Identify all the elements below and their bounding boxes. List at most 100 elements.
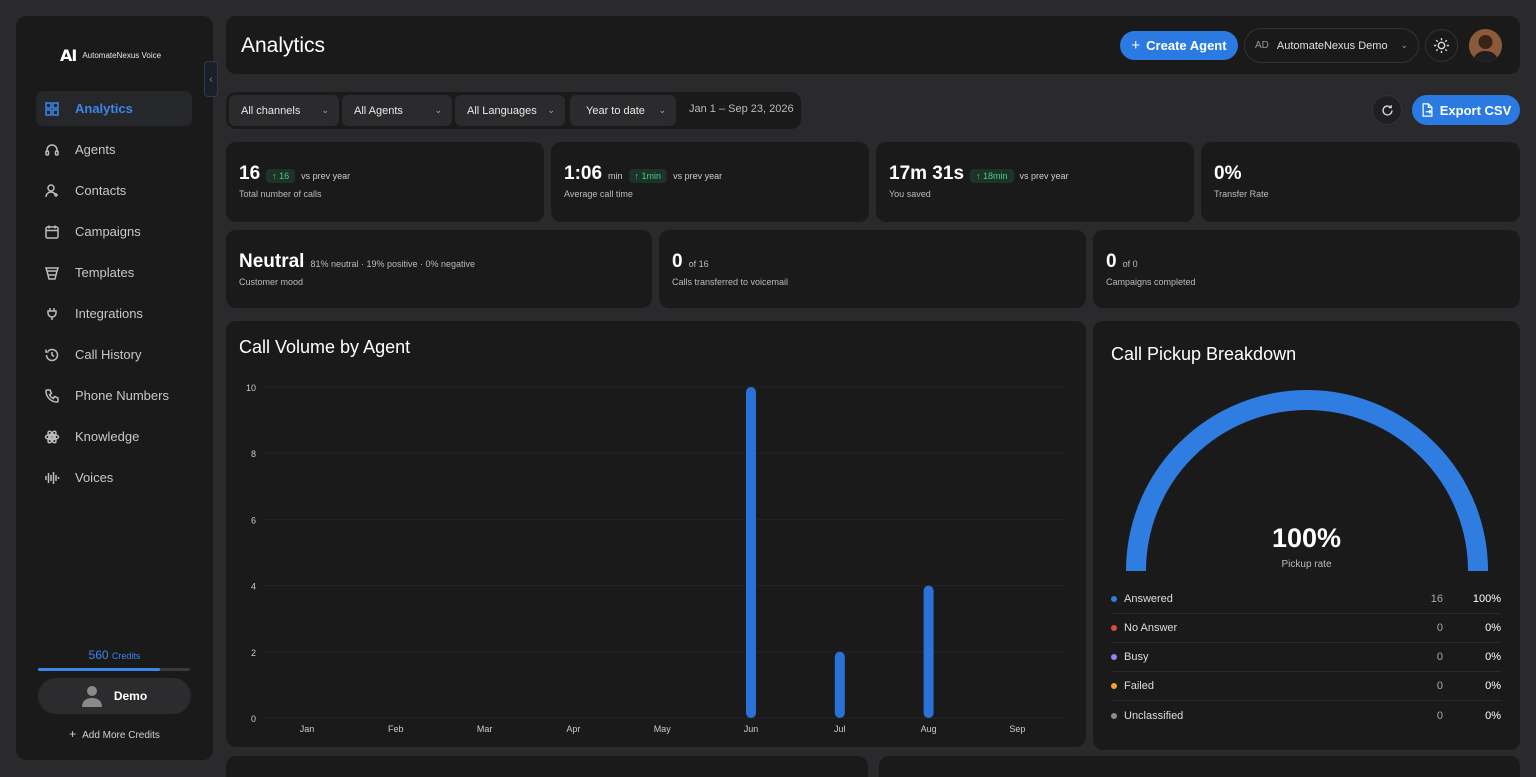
legend-percent: 0% xyxy=(1485,622,1501,634)
user-menu[interactable]: Demo xyxy=(38,678,191,714)
kpi-comparison: vs prev year xyxy=(673,171,723,181)
y-tick-label: 10 xyxy=(246,383,256,393)
chart-title: Call Volume by Agent xyxy=(239,337,411,357)
legend-dot xyxy=(1111,654,1117,660)
pickup-gauge xyxy=(1126,390,1488,572)
create-agent-button[interactable]: + Create Agent xyxy=(1120,31,1238,60)
kpi-delta-badge: ↑ 16 xyxy=(266,169,296,183)
add-credits-link[interactable]: + Add More Credits xyxy=(16,727,213,741)
bottom-card-right xyxy=(879,756,1520,777)
sidebar-item-knowledge[interactable]: Knowledge xyxy=(36,419,192,454)
add-credits-label: Add More Credits xyxy=(82,730,160,741)
kpi-time-saved: 17m 31s ↑ 18min vs prev year You saved xyxy=(876,142,1194,222)
sidebar-item-phone-numbers[interactable]: Phone Numbers xyxy=(36,378,192,413)
kpi-value: 17m 31s xyxy=(889,163,965,184)
sidebar-item-analytics[interactable]: Analytics xyxy=(36,91,192,126)
atom-icon xyxy=(44,429,60,444)
refresh-icon xyxy=(1381,104,1393,116)
sidebar-item-campaigns[interactable]: Campaigns xyxy=(36,214,192,249)
kpi-unit: min xyxy=(608,171,623,181)
pickup-rate-label: Pickup rate xyxy=(1281,559,1332,570)
sidebar-item-label: Contacts xyxy=(75,183,127,198)
export-csv-button[interactable]: Export CSV xyxy=(1412,95,1520,125)
person-avatar-icon xyxy=(1469,29,1502,62)
bar-jun[interactable] xyxy=(746,387,756,718)
bar-aug[interactable] xyxy=(923,585,934,718)
x-tick-label: May xyxy=(654,724,672,734)
sidebar-item-label: Agents xyxy=(75,142,116,157)
channel-filter[interactable]: All channels ⌄ xyxy=(229,95,339,126)
period-filter[interactable]: Year to date ⌄ xyxy=(570,95,676,126)
bottom-card-left xyxy=(226,756,868,777)
sidebar-item-contacts[interactable]: Contacts xyxy=(36,173,192,208)
sidebar-item-voices[interactable]: Voices xyxy=(36,460,192,495)
profile-avatar[interactable] xyxy=(1469,29,1502,62)
filter-bar: All channels ⌄ All Agents ⌄ All Languages ⌄… xyxy=(226,92,801,129)
period-filter-value: Year to date xyxy=(586,104,645,117)
sidebar-item-label: Integrations xyxy=(75,306,143,321)
sidebar-item-agents[interactable]: Agents xyxy=(36,132,192,167)
kpi-comparison: vs prev year xyxy=(1019,171,1069,181)
legend-count: 0 xyxy=(1436,622,1443,634)
collapse-sidebar-button[interactable]: ‹ xyxy=(204,61,218,97)
date-range: Jan 1 – Sep 23, 2026 xyxy=(689,103,794,115)
gauge-fill xyxy=(1126,390,1488,572)
legend-label: Busy xyxy=(1124,651,1149,663)
phone-icon xyxy=(45,388,59,403)
kpi-breakdown: 81% neutral · 19% positive · 0% negative xyxy=(310,259,476,269)
x-tick-label: Feb xyxy=(388,724,404,734)
kpi-value: 0 xyxy=(1106,251,1117,272)
x-tick-label: Apr xyxy=(566,724,580,734)
sidebar-item-call-history[interactable]: Call History xyxy=(36,337,192,372)
kpi-delta-badge: ↑ 18min xyxy=(970,169,1014,183)
organization-select[interactable]: AD AutomateNexus Demo ⌄ xyxy=(1244,28,1419,63)
brand-logo[interactable]: AI AutomateNexus Voice xyxy=(60,46,161,65)
chevron-left-icon: ‹ xyxy=(209,73,213,85)
legend-count: 0 xyxy=(1436,680,1443,692)
create-agent-label: Create Agent xyxy=(1146,38,1227,53)
refresh-button[interactable] xyxy=(1372,95,1402,125)
legend-percent: 0% xyxy=(1485,680,1501,692)
chevron-down-icon: ⌄ xyxy=(658,105,666,115)
kpi-total: of 16 xyxy=(688,259,709,269)
legend-count: 16 xyxy=(1430,593,1443,605)
chevron-down-icon: ⌄ xyxy=(547,105,555,115)
agent-filter-value: All Agents xyxy=(354,104,403,117)
kpi-label: Total number of calls xyxy=(239,189,322,199)
theme-toggle-button[interactable] xyxy=(1425,29,1458,62)
chevron-down-icon: ⌄ xyxy=(321,105,329,115)
user-avatar-icon xyxy=(81,686,102,707)
language-filter[interactable]: All Languages ⌄ xyxy=(455,95,565,126)
legend-label: Unclassified xyxy=(1124,709,1184,722)
layers-icon xyxy=(44,266,60,280)
agent-filter[interactable]: All Agents ⌄ xyxy=(342,95,452,126)
kpi-label: Calls transferred to voicemail xyxy=(672,277,789,287)
sidebar-item-label: Campaigns xyxy=(75,224,141,239)
grid-icon xyxy=(45,101,59,116)
pickup-rate-value: 100% xyxy=(1271,523,1342,553)
legend-dot xyxy=(1111,596,1117,602)
pickup-title: Call Pickup Breakdown xyxy=(1111,344,1297,364)
user-name: Demo xyxy=(113,689,148,703)
x-tick-label: Sep xyxy=(1009,724,1025,734)
legend-percent: 0% xyxy=(1485,651,1501,663)
kpi-value: Neutral xyxy=(239,251,305,272)
call-volume-card: Call Volume by Agent 0 2 4 6 8 10 Jan Feb Mar Apr… xyxy=(226,321,1086,747)
kpi-voicemail-transfers: 0 of 16 Calls transferred to voicemail xyxy=(659,230,1086,308)
x-tick-label: Jul xyxy=(834,724,846,734)
legend-dot xyxy=(1111,712,1117,719)
page-title: Analytics xyxy=(241,34,326,57)
sidebar-nav: Analytics Agents Contacts Campaigns Temp… xyxy=(36,91,192,501)
org-name: AutomateNexus Demo xyxy=(1276,39,1388,52)
sidebar-item-templates[interactable]: Templates xyxy=(36,255,192,290)
kpi-transfer-rate: 0% Transfer Rate xyxy=(1201,142,1520,222)
sidebar-item-integrations[interactable]: Integrations xyxy=(36,296,192,331)
bar-jul[interactable] xyxy=(834,651,845,718)
sun-icon xyxy=(1434,38,1449,53)
y-tick-label: 8 xyxy=(251,449,256,459)
credits-progress xyxy=(38,668,190,671)
pickup-row-unclassified: Unclassified 0 0% xyxy=(1111,701,1501,730)
kpi-label: Average call time xyxy=(564,189,633,199)
kpi-value: 0% xyxy=(1214,163,1242,184)
kpi-customer-mood: Neutral 81% neutral · 19% positive · 0% n… xyxy=(226,230,652,308)
